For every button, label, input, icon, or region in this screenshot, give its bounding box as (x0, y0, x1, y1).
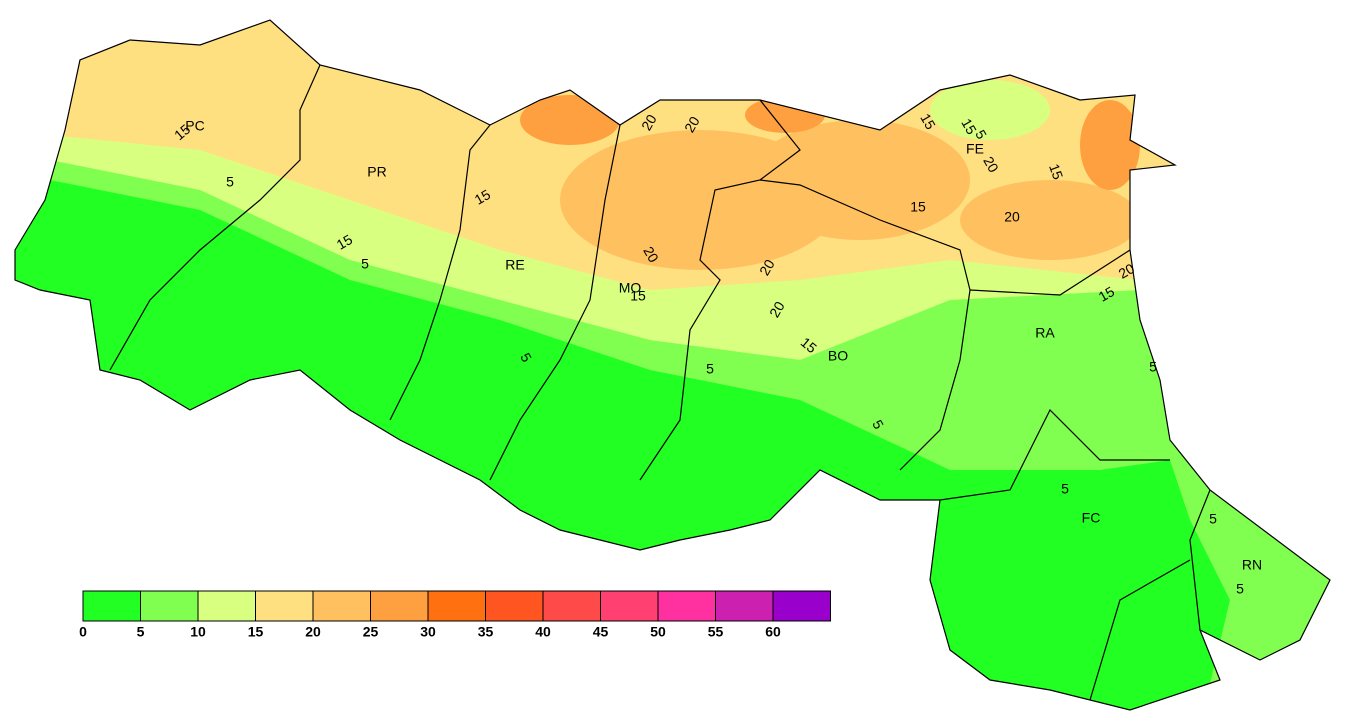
contour-label: 20 (681, 113, 703, 135)
province-label: PR (367, 164, 386, 180)
contour-label: 5 (1209, 511, 1217, 527)
contour-label: 20 (756, 256, 778, 278)
legend-swatch (542, 590, 601, 622)
legend-swatch (657, 590, 716, 622)
zone (930, 80, 1050, 140)
legend-tick-label: 40 (535, 624, 551, 640)
legend-tick-label: 10 (190, 624, 206, 640)
zone (745, 97, 825, 133)
contour-label: 20 (980, 154, 1002, 176)
legend-tick-label: 30 (420, 624, 436, 640)
contour-label: 5 (1061, 481, 1069, 497)
legend-tick-label: 25 (363, 624, 379, 640)
province-label: RA (1035, 325, 1055, 341)
legend-swatch (370, 590, 429, 622)
contour-label: 20 (1004, 209, 1020, 225)
province-label: RN (1242, 557, 1262, 573)
legend-swatch (197, 590, 256, 622)
legend-swatch (427, 590, 486, 622)
legend-tick-label: 5 (137, 624, 145, 640)
legend-tick-label: 55 (708, 624, 724, 640)
zone (960, 180, 1140, 260)
contour-label: 20 (640, 244, 662, 266)
legend-swatch (715, 590, 774, 622)
contour-label: 20 (638, 111, 660, 133)
province-label: PC (185, 118, 204, 134)
province-border (639, 99, 801, 481)
legend-tick-label: 15 (248, 624, 264, 640)
contour-label: 5 (361, 256, 369, 272)
legend-tick-label: 60 (765, 624, 781, 640)
contour-label: 15 (472, 186, 494, 208)
contour-label: 15 (334, 231, 356, 253)
province-label: MO (619, 280, 642, 296)
legend-swatch (140, 590, 199, 622)
province-border (1089, 489, 1211, 701)
zone (1080, 100, 1140, 190)
province-label: FC (1082, 510, 1101, 526)
contour-label: 5 (706, 361, 714, 377)
province-border (939, 408, 1170, 501)
zone (750, 120, 970, 240)
province-labels: PC PR RE MO BO FE RA FC RN (185, 118, 1262, 573)
province-label: FE (966, 141, 984, 157)
legend-swatch (600, 590, 659, 622)
contour-label: 20 (1116, 260, 1138, 282)
legend-swatch (82, 590, 141, 622)
legend-tick-label: 35 (478, 624, 494, 640)
province-border (969, 249, 1131, 296)
contour-label: 15 (1046, 162, 1066, 182)
contour-label: 15 (917, 111, 939, 133)
province-border (759, 179, 971, 471)
legend-swatch (485, 590, 544, 622)
legend-swatch (255, 590, 314, 622)
legend-tick-label: 45 (593, 624, 609, 640)
legend-swatch (312, 590, 371, 622)
contour-label: 15 (910, 199, 926, 215)
contour-label: 15 (958, 116, 980, 138)
province-border (389, 124, 491, 421)
legend: 0 5 10 15 20 25 30 35 40 45 50 55 60 (79, 590, 831, 640)
contour-label: 5 (1236, 581, 1244, 597)
province-border (489, 124, 621, 481)
contour-label: 15 (1096, 283, 1118, 305)
province-label: RE (505, 257, 524, 273)
contour-label: 5 (226, 174, 234, 190)
legend-tick-label: 0 (79, 624, 87, 640)
legend-swatch (772, 590, 831, 622)
contour-label: 5 (1149, 359, 1157, 375)
legend-tick-label: 20 (305, 624, 321, 640)
legend-tick-label: 50 (650, 624, 666, 640)
province-border (109, 64, 321, 371)
contour-label: 15 (630, 288, 646, 304)
province-label: BO (828, 348, 848, 364)
contour-label: 20 (766, 298, 788, 320)
